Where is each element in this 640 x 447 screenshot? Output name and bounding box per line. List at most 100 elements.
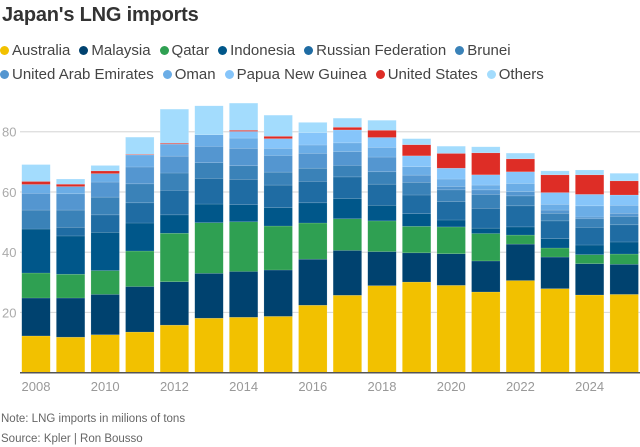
bar-2016 bbox=[298, 122, 328, 373]
bar-segment-oman bbox=[56, 186, 86, 195]
bar-segment-brunei bbox=[125, 183, 155, 204]
bar-segment-australia bbox=[540, 288, 570, 373]
bar-segment-australia bbox=[471, 291, 501, 373]
bar-segment-russian-federation bbox=[436, 201, 466, 221]
bar-segment-indonesia bbox=[298, 202, 328, 224]
bar-segment-russian-federation bbox=[56, 226, 86, 237]
bar-segment-oman bbox=[229, 137, 259, 149]
bar-2010 bbox=[90, 165, 120, 373]
bar-segment-malaysia bbox=[575, 263, 605, 296]
bar-segment-oman bbox=[21, 184, 51, 194]
bar-segment-australia bbox=[367, 285, 397, 373]
bar-segment-indonesia bbox=[21, 228, 51, 274]
bar-segment-australia bbox=[90, 334, 120, 373]
bar-segment-united-arab-emirates bbox=[332, 151, 362, 166]
bar-segment-united-arab-emirates bbox=[575, 216, 605, 220]
bar-segment-papua-new-guinea bbox=[471, 174, 501, 186]
legend-item: Australia bbox=[0, 39, 70, 63]
bar-segment-russian-federation bbox=[263, 184, 293, 208]
bar-segment-united-states bbox=[21, 181, 51, 185]
bar-segment-others bbox=[159, 108, 189, 144]
bar-segment-united-arab-emirates bbox=[609, 213, 639, 217]
bar-segment-others bbox=[298, 122, 328, 133]
bar-segment-qatar bbox=[505, 234, 535, 245]
bar-segment-united-states bbox=[263, 136, 293, 139]
bar-segment-brunei bbox=[159, 172, 189, 191]
bar-segment-qatar bbox=[471, 233, 501, 262]
bar-segment-russian-federation bbox=[125, 202, 155, 224]
bar-segment-oman bbox=[505, 183, 535, 192]
bar-segment-indonesia bbox=[505, 226, 535, 236]
bar-segment-qatar bbox=[90, 270, 120, 295]
bar-segment-brunei bbox=[471, 194, 501, 209]
bar-segment-australia bbox=[402, 281, 432, 373]
bar-segment-malaysia bbox=[159, 281, 189, 326]
bar-segment-brunei bbox=[298, 167, 328, 182]
bar-segment-malaysia bbox=[505, 243, 535, 281]
bar-segment-malaysia bbox=[471, 260, 501, 293]
bar-segment-others bbox=[609, 173, 639, 182]
bar-segment-qatar bbox=[332, 218, 362, 251]
bar-segment-indonesia bbox=[56, 235, 86, 275]
legend-item: Others bbox=[486, 63, 544, 87]
bar-segment-malaysia bbox=[367, 251, 397, 286]
bar-segment-others bbox=[436, 145, 466, 154]
bar-segment-united-arab-emirates bbox=[540, 209, 570, 214]
bar-segment-united-states bbox=[505, 158, 535, 173]
bar-2025 bbox=[609, 173, 639, 373]
bar-segment-russian-federation bbox=[159, 190, 189, 216]
x-tick-label: 2020 bbox=[437, 379, 466, 394]
bar-segment-australia bbox=[436, 285, 466, 373]
legend-item: Indonesia bbox=[218, 39, 295, 63]
legend-swatch bbox=[486, 70, 496, 79]
bar-2011 bbox=[125, 136, 155, 373]
bar-segment-oman bbox=[159, 143, 189, 157]
bars bbox=[21, 102, 639, 373]
bar-2012 bbox=[159, 108, 189, 373]
bar-segment-others bbox=[402, 138, 432, 145]
bar-segment-malaysia bbox=[21, 297, 51, 337]
bar-segment-united-arab-emirates bbox=[471, 189, 501, 195]
bar-segment-indonesia bbox=[332, 198, 362, 220]
bar-segment-qatar bbox=[540, 247, 570, 258]
bar-segment-australia bbox=[21, 335, 51, 373]
legend-label: Malaysia bbox=[91, 42, 151, 59]
bar-segment-united-states bbox=[90, 170, 120, 174]
bar-segment-others bbox=[471, 146, 501, 154]
bar-segment-indonesia bbox=[263, 207, 293, 227]
legend-label: Australia bbox=[12, 42, 71, 59]
bar-segment-russian-federation bbox=[505, 205, 535, 228]
bar-2008 bbox=[21, 164, 51, 373]
x-tick-label: 2018 bbox=[368, 379, 397, 394]
bar-segment-australia bbox=[125, 331, 155, 373]
bar-2022 bbox=[505, 152, 535, 373]
bar-segment-others bbox=[367, 120, 397, 131]
legend-swatch bbox=[375, 70, 385, 79]
bar-segment-brunei bbox=[436, 189, 466, 202]
bar-segment-oman bbox=[298, 144, 328, 154]
bar-2009 bbox=[56, 178, 86, 373]
legend-label: Others bbox=[498, 66, 544, 83]
x-tick-label: 2024 bbox=[575, 379, 604, 394]
legend-item: Brunei bbox=[455, 39, 511, 63]
bar-2019 bbox=[402, 138, 432, 373]
x-tick-label: 2008 bbox=[22, 379, 51, 394]
bar-2014 bbox=[229, 102, 259, 373]
bar-segment-papua-new-guinea bbox=[332, 129, 362, 144]
bar-segment-malaysia bbox=[540, 256, 570, 289]
bar-segment-brunei bbox=[402, 182, 432, 196]
bar-segment-indonesia bbox=[402, 213, 432, 227]
y-tick-label: 40 bbox=[2, 245, 16, 260]
legend-swatch bbox=[224, 70, 234, 79]
bar-segment-brunei bbox=[229, 165, 259, 180]
bar-segment-others bbox=[125, 136, 155, 155]
bar-segment-united-states bbox=[436, 153, 466, 169]
bar-segment-united-arab-emirates bbox=[56, 193, 86, 211]
bar-segment-qatar bbox=[229, 221, 259, 272]
bar-segment-malaysia bbox=[90, 294, 120, 335]
bar-segment-united-states bbox=[609, 180, 639, 196]
bar-segment-qatar bbox=[575, 254, 605, 264]
bar-segment-united-arab-emirates bbox=[125, 166, 155, 185]
bar-segment-united-arab-emirates bbox=[402, 174, 432, 183]
